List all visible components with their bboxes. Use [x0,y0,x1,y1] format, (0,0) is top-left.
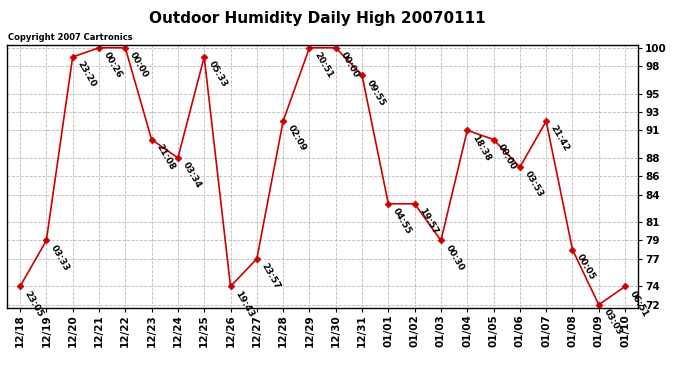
Text: 23:20: 23:20 [75,60,97,89]
Text: 03:33: 03:33 [49,243,71,273]
Text: 21:42: 21:42 [549,124,571,153]
Text: 03:03: 03:03 [602,308,624,337]
Text: Copyright 2007 Cartronics: Copyright 2007 Cartronics [8,33,132,42]
Text: 00:00: 00:00 [496,142,518,171]
Text: 00:30: 00:30 [444,243,466,272]
Text: 00:00: 00:00 [128,51,150,80]
Text: 00:26: 00:26 [101,51,124,80]
Text: 18:38: 18:38 [470,133,492,162]
Text: 21:08: 21:08 [155,142,177,171]
Text: 20:51: 20:51 [312,51,334,80]
Text: 19:57: 19:57 [417,207,440,236]
Text: 03:34: 03:34 [181,160,203,190]
Text: 03:53: 03:53 [522,170,544,199]
Text: 05:33: 05:33 [207,60,229,89]
Text: 23:05: 23:05 [23,289,45,318]
Text: 04:55: 04:55 [391,207,413,236]
Text: 23:57: 23:57 [259,262,282,291]
Text: 19:43: 19:43 [233,289,255,319]
Text: Outdoor Humidity Daily High 20070111: Outdoor Humidity Daily High 20070111 [149,11,486,26]
Text: 09:55: 09:55 [365,78,387,107]
Text: 00:05: 00:05 [575,252,597,281]
Text: 00:00: 00:00 [339,51,360,80]
Text: 06:51: 06:51 [628,289,650,318]
Text: 02:09: 02:09 [286,124,308,153]
